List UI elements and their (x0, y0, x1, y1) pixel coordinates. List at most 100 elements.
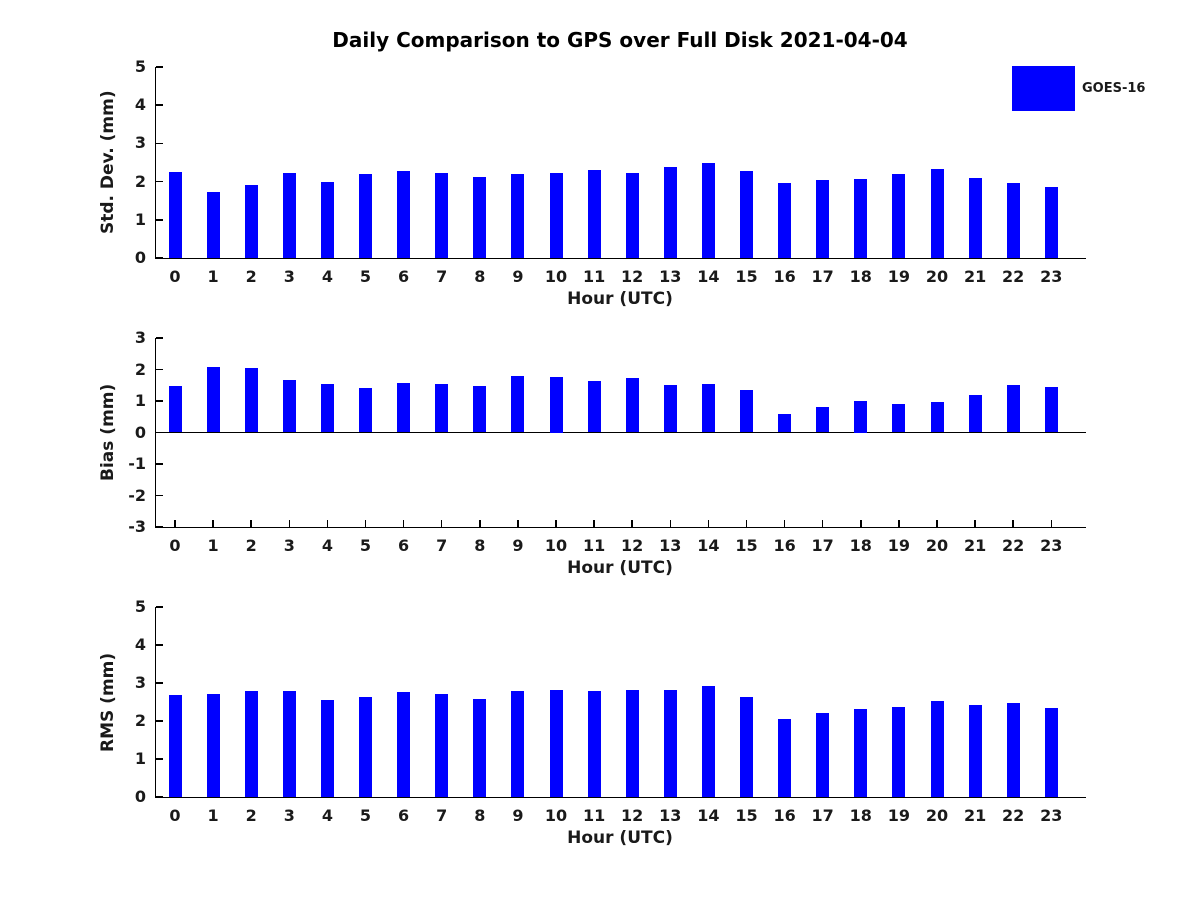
x-tick (212, 520, 214, 527)
y-tick (156, 606, 163, 608)
bar-hour-3 (282, 380, 296, 433)
y-tick (156, 219, 163, 221)
x-tick-label: 1 (207, 267, 219, 286)
x-tick-label: 22 (1002, 806, 1025, 825)
bar-hour-16 (778, 413, 792, 433)
bar-hour-14 (701, 686, 715, 797)
x-tick-label: 5 (359, 267, 372, 286)
x-axis-label-std-dev: Hour (UTC) (567, 289, 673, 309)
x-tick-label: 13 (659, 806, 682, 825)
bar-hour-23 (1044, 708, 1058, 797)
x-tick-label: 21 (963, 536, 987, 555)
x-tick-label: 18 (849, 267, 872, 286)
bar-hour-19 (892, 403, 906, 433)
y-tick (156, 682, 163, 684)
x-tick-label: 17 (811, 267, 834, 286)
x-tick (364, 520, 367, 527)
x-tick (745, 520, 748, 527)
y-tick-label: 4 (134, 95, 146, 115)
x-tick-label: 8 (474, 536, 486, 555)
bar-hour-17 (816, 712, 830, 797)
x-tick-label: 11 (582, 806, 606, 825)
y-tick (156, 758, 163, 760)
x-tick (288, 520, 291, 527)
bar-hour-7 (435, 384, 449, 433)
x-tick-label: 10 (544, 806, 568, 825)
bar-hour-11 (587, 380, 601, 433)
bar-hour-1 (206, 367, 220, 433)
bar-hour-17 (816, 407, 830, 433)
bar-hour-15 (740, 389, 753, 433)
x-tick-label: 19 (887, 806, 911, 825)
bar-hour-8 (473, 698, 487, 797)
y-tick-label: 2 (134, 359, 146, 379)
x-tick-label: 18 (849, 806, 872, 825)
x-tick-label: 4 (321, 267, 333, 286)
x-tick-label: 2 (245, 536, 257, 555)
bar-hour-13 (663, 384, 677, 433)
x-tick-label: 6 (398, 536, 410, 555)
bar-hour-15 (740, 171, 753, 258)
y-tick (156, 400, 163, 402)
bar-hour-22 (1006, 183, 1020, 258)
x-tick-label: 7 (436, 536, 448, 555)
x-tick-label: 23 (1040, 806, 1063, 825)
bar-hour-4 (320, 700, 334, 797)
x-tick-label: 21 (963, 267, 987, 286)
bar-hour-14 (701, 383, 715, 433)
bar-hour-18 (854, 709, 868, 797)
bar-hour-0 (168, 172, 182, 258)
bar-hour-21 (968, 704, 982, 797)
bar-hour-6 (397, 171, 411, 258)
bar-hour-20 (930, 701, 944, 797)
x-tick-label: 12 (621, 806, 644, 825)
x-tick-label: 7 (436, 806, 448, 825)
y-tick (156, 337, 163, 339)
x-tick (974, 520, 976, 527)
x-tick-label: 16 (773, 267, 796, 286)
legend-swatch-goes16 (1012, 66, 1075, 111)
x-axis-label-rms: Hour (UTC) (567, 828, 673, 848)
y-tick (156, 142, 163, 145)
bar-hour-22 (1006, 702, 1020, 797)
x-tick-label: 18 (849, 536, 872, 555)
y-tick-label: 5 (134, 57, 146, 76)
subplot-std-dev: Std. Dev. (mm) 0 1 2 3 4 5 0 1 2 3 4 5 6 7 8 9 10 11 12 13 1… (98, 57, 1086, 309)
y-tick-label: 2 (134, 711, 146, 730)
x-tick (250, 520, 252, 527)
bar-hour-0 (168, 386, 182, 433)
x-tick-label: 13 (659, 267, 682, 286)
x-tick-label: 11 (582, 267, 606, 286)
x-tick-label: 12 (621, 267, 644, 286)
y-tick (156, 796, 163, 798)
subplot-rms: RMS (mm) 0 1 2 3 4 5 0 1 2 3 4 5 6 7 8 9 10 11 12 13 14 15 16 1… (98, 597, 1086, 848)
y-tick (156, 257, 163, 259)
y-tick-label: 3 (134, 133, 146, 153)
bar-hour-13 (663, 167, 677, 258)
bar-hour-10 (549, 173, 563, 258)
x-tick (174, 520, 176, 527)
y-tick (156, 644, 163, 646)
x-tick (440, 520, 443, 527)
y-tick-label: 1 (134, 391, 146, 410)
bar-hour-5 (359, 173, 372, 258)
bar-hour-2 (244, 368, 258, 433)
y-tick-label: 0 (134, 787, 146, 806)
bar-hour-5 (359, 696, 372, 797)
y-tick-label: 4 (134, 635, 146, 654)
x-tick-label: 0 (169, 536, 181, 555)
x-tick-label: 12 (621, 536, 644, 555)
bar-hour-21 (968, 394, 982, 433)
y-tick (156, 180, 163, 183)
bar-hour-11 (587, 690, 601, 797)
y-tick-label: 1 (134, 209, 146, 229)
y-tick (156, 463, 163, 465)
bar-hour-10 (549, 689, 563, 797)
bar-hour-12 (625, 689, 639, 797)
y-tick (156, 104, 163, 106)
x-tick-label: 6 (398, 806, 410, 825)
x-tick (821, 520, 824, 527)
bar-hour-1 (206, 192, 220, 258)
x-tick (593, 520, 595, 527)
